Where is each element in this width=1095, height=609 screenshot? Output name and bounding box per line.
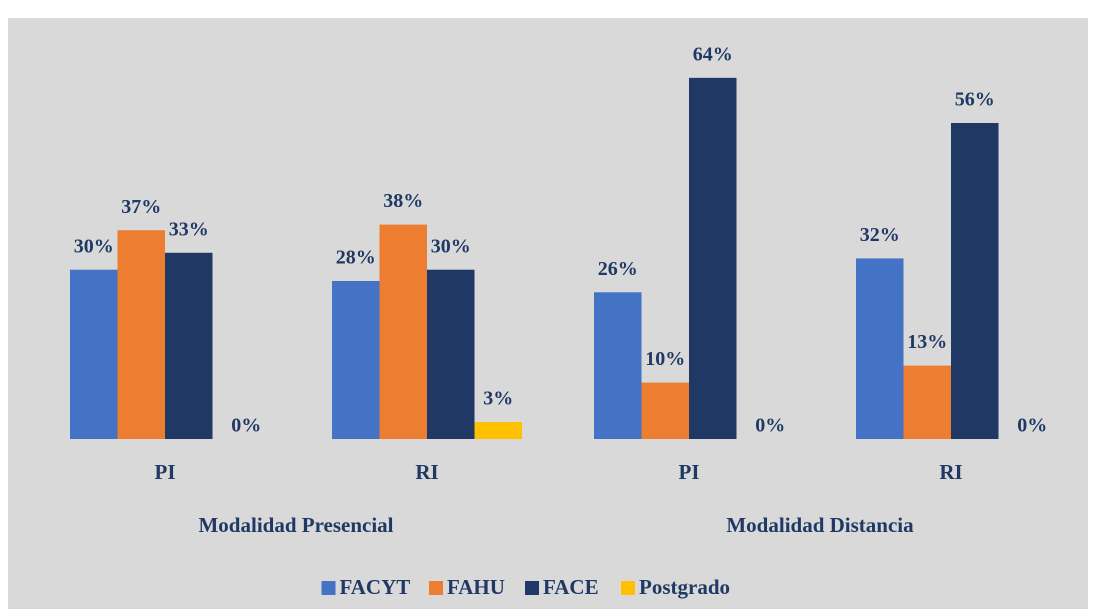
data-label: 10% — [645, 348, 685, 370]
legend-label: FAHU — [447, 575, 505, 599]
legend-label: Postgrado — [639, 575, 730, 599]
data-label: 0% — [231, 415, 261, 437]
data-label: 0% — [1017, 415, 1047, 437]
data-label: 30% — [74, 235, 114, 257]
data-label: 56% — [955, 89, 995, 111]
x-tick-label: PI — [155, 460, 176, 484]
bar — [379, 224, 427, 439]
group-label: Modalidad Distancia — [726, 513, 914, 537]
legend-swatch — [321, 581, 336, 595]
legend-label: FACE — [543, 575, 599, 599]
data-label: 28% — [336, 247, 376, 269]
bar — [594, 292, 642, 439]
bar — [427, 269, 475, 439]
bar — [856, 258, 904, 439]
data-label: 26% — [598, 258, 638, 280]
data-label: 38% — [383, 190, 423, 212]
bar — [117, 230, 165, 439]
data-label: 3% — [483, 388, 513, 410]
legend-label: FACYT — [340, 575, 411, 599]
group-label: Modalidad Presencial — [198, 513, 393, 537]
legend-swatch — [621, 581, 635, 595]
bar — [474, 422, 522, 439]
data-label: 30% — [431, 235, 471, 257]
data-label: 0% — [755, 415, 785, 437]
bar — [165, 252, 213, 439]
bar — [903, 365, 951, 439]
bar — [70, 269, 118, 439]
data-label: 13% — [907, 331, 947, 353]
bar — [332, 281, 380, 439]
legend-swatch — [429, 581, 443, 595]
data-label: 33% — [169, 218, 209, 240]
x-tick-label: PI — [679, 460, 700, 484]
data-label: 32% — [860, 224, 900, 246]
bar — [951, 123, 999, 439]
x-tick-label: RI — [415, 460, 438, 484]
bar — [689, 77, 737, 439]
bar — [641, 382, 689, 439]
x-tick-label: RI — [939, 460, 962, 484]
legend-swatch — [525, 581, 539, 595]
data-label: 64% — [693, 43, 733, 65]
data-label: 37% — [121, 196, 161, 218]
